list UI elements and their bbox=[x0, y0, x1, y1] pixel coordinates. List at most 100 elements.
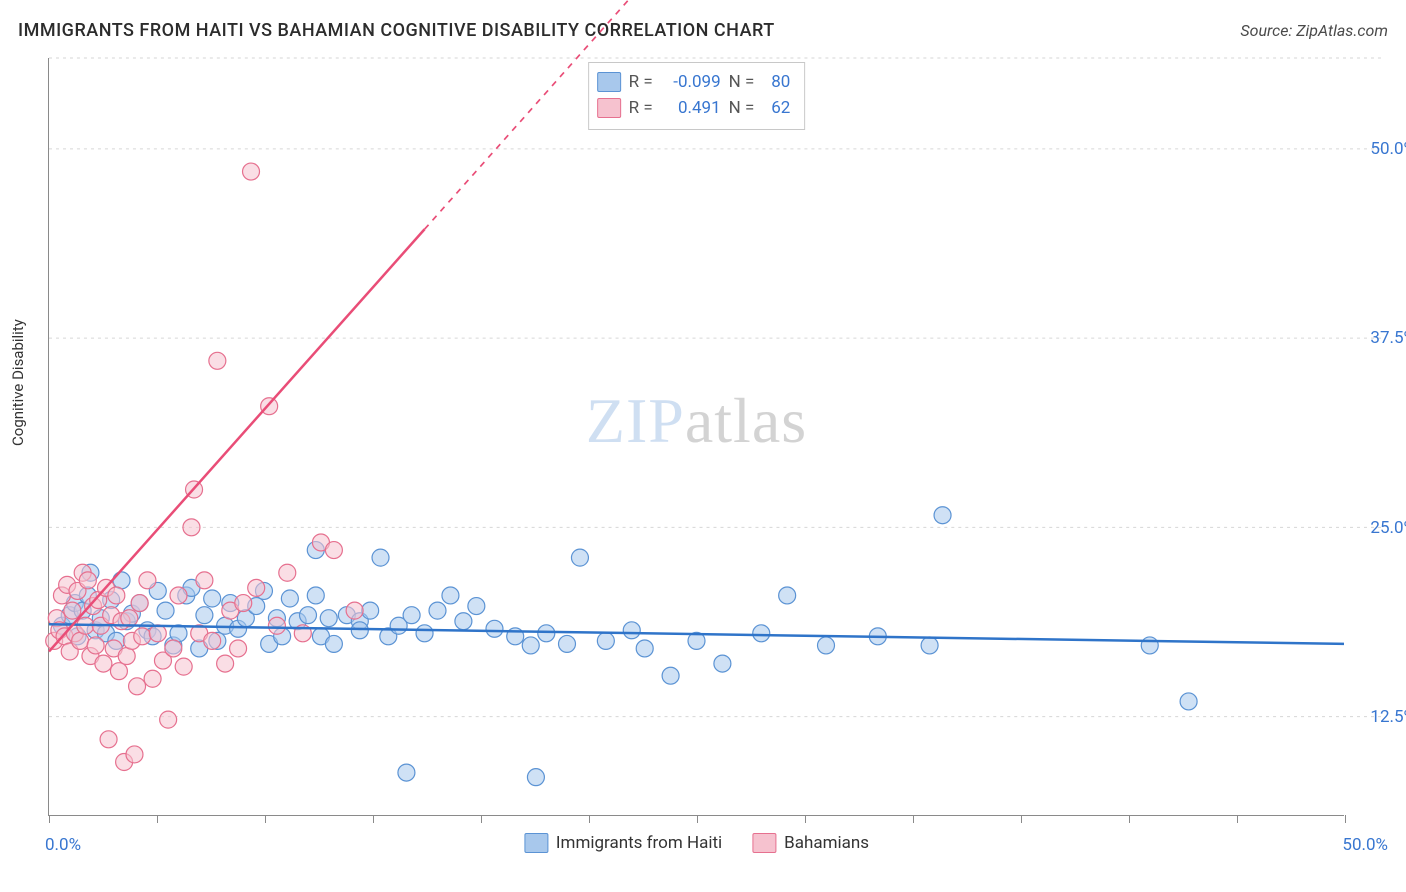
data-point bbox=[934, 507, 951, 524]
legend-label-bahamians: Bahamians bbox=[784, 833, 869, 853]
swatch-haiti bbox=[524, 833, 548, 853]
legend: Immigrants from Haiti Bahamians bbox=[524, 833, 869, 853]
x-tick bbox=[805, 815, 806, 823]
data-point bbox=[320, 610, 337, 627]
data-point bbox=[1141, 637, 1158, 654]
data-point bbox=[160, 711, 177, 728]
data-point bbox=[113, 572, 130, 589]
data-point bbox=[204, 590, 221, 607]
data-point bbox=[662, 667, 679, 684]
data-point bbox=[131, 595, 148, 612]
data-point bbox=[921, 637, 938, 654]
x-tick bbox=[373, 815, 374, 823]
x-tick bbox=[481, 815, 482, 823]
data-point bbox=[527, 769, 544, 786]
data-point bbox=[139, 572, 156, 589]
x-tick bbox=[157, 815, 158, 823]
data-point bbox=[170, 587, 187, 604]
legend-item-haiti: Immigrants from Haiti bbox=[524, 833, 722, 853]
data-point bbox=[72, 632, 89, 649]
x-axis-max-label: 50.0% bbox=[1342, 835, 1388, 855]
y-tick-label: 37.5% bbox=[1370, 328, 1406, 348]
data-point bbox=[126, 746, 143, 763]
y-tick-label: 12.5% bbox=[1370, 707, 1406, 727]
data-point bbox=[623, 622, 640, 639]
swatch-bahamians bbox=[752, 833, 776, 853]
data-point bbox=[100, 731, 117, 748]
trend-line-solid bbox=[49, 229, 425, 651]
data-point bbox=[175, 658, 192, 675]
data-point bbox=[455, 613, 472, 630]
data-point bbox=[235, 595, 252, 612]
data-point bbox=[196, 572, 213, 589]
y-axis-label: Cognitive Disability bbox=[9, 319, 27, 446]
legend-label-haiti: Immigrants from Haiti bbox=[556, 833, 722, 853]
data-point bbox=[281, 590, 298, 607]
n-label: N = bbox=[729, 98, 755, 118]
data-point bbox=[442, 587, 459, 604]
correlation-stats-box: R = -0.099 N = 80 R = 0.491 N = 62 bbox=[588, 62, 806, 130]
y-tick-label: 25.0% bbox=[1370, 518, 1406, 538]
data-point bbox=[165, 640, 182, 657]
data-point bbox=[217, 655, 234, 672]
data-point bbox=[429, 602, 446, 619]
r-label: R = bbox=[629, 98, 653, 118]
data-point bbox=[522, 637, 539, 654]
r-label: R = bbox=[629, 72, 653, 92]
n-value-bahamians: 62 bbox=[762, 98, 790, 118]
data-point bbox=[300, 607, 317, 624]
x-axis-min-label: 0.0% bbox=[45, 835, 81, 855]
data-point bbox=[714, 655, 731, 672]
swatch-bahamians bbox=[597, 98, 621, 118]
data-point bbox=[243, 163, 260, 180]
data-point bbox=[110, 663, 127, 680]
r-value-bahamians: 0.491 bbox=[661, 98, 721, 118]
data-point bbox=[636, 640, 653, 657]
stats-row-bahamians: R = 0.491 N = 62 bbox=[597, 95, 791, 121]
chart-svg bbox=[49, 58, 1344, 815]
x-tick bbox=[913, 815, 914, 823]
data-point bbox=[307, 587, 324, 604]
data-point bbox=[362, 602, 379, 619]
x-tick bbox=[265, 815, 266, 823]
data-point bbox=[149, 625, 166, 642]
data-point bbox=[571, 549, 588, 566]
data-point bbox=[209, 352, 226, 369]
data-point bbox=[403, 607, 420, 624]
data-point bbox=[230, 640, 247, 657]
chart-plot-area: ZIPatlas 12.5%25.0%37.5%50.0% 0.0% 50.0%… bbox=[48, 58, 1344, 816]
r-value-haiti: -0.099 bbox=[661, 72, 721, 92]
data-point bbox=[325, 635, 342, 652]
stats-row-haiti: R = -0.099 N = 80 bbox=[597, 69, 791, 95]
data-point bbox=[559, 635, 576, 652]
legend-item-bahamians: Bahamians bbox=[752, 833, 869, 853]
data-point bbox=[79, 572, 96, 589]
data-point bbox=[818, 637, 835, 654]
data-point bbox=[538, 625, 555, 642]
data-point bbox=[398, 764, 415, 781]
data-point bbox=[87, 637, 104, 654]
data-point bbox=[346, 602, 363, 619]
data-point bbox=[95, 655, 112, 672]
data-point bbox=[372, 549, 389, 566]
data-point bbox=[204, 632, 221, 649]
data-point bbox=[268, 617, 285, 634]
data-point bbox=[753, 625, 770, 642]
data-point bbox=[597, 632, 614, 649]
source-label: Source: ZipAtlas.com bbox=[1240, 21, 1388, 40]
data-point bbox=[183, 519, 200, 536]
data-point bbox=[325, 542, 342, 559]
data-point bbox=[134, 628, 151, 645]
x-tick bbox=[1345, 815, 1346, 823]
data-point bbox=[108, 587, 125, 604]
data-point bbox=[129, 678, 146, 695]
data-point bbox=[486, 620, 503, 637]
data-point bbox=[248, 579, 265, 596]
n-label: N = bbox=[729, 72, 755, 92]
x-tick bbox=[1237, 815, 1238, 823]
data-point bbox=[196, 607, 213, 624]
n-value-haiti: 80 bbox=[762, 72, 790, 92]
page-title: IMMIGRANTS FROM HAITI VS BAHAMIAN COGNIT… bbox=[18, 20, 775, 41]
x-tick bbox=[1129, 815, 1130, 823]
x-tick bbox=[697, 815, 698, 823]
